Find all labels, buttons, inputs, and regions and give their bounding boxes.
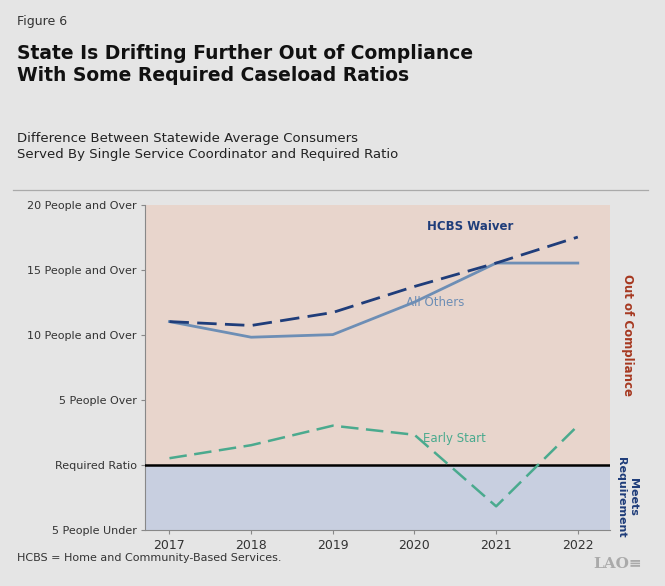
Text: HCBS = Home and Community-Based Services.: HCBS = Home and Community-Based Services… bbox=[17, 553, 281, 563]
Text: Difference Between Statewide Average Consumers
Served By Single Service Coordina: Difference Between Statewide Average Con… bbox=[17, 132, 398, 161]
Text: LAO≡: LAO≡ bbox=[593, 557, 642, 571]
Text: State Is Drifting Further Out of Compliance
With Some Required Caseload Ratios: State Is Drifting Further Out of Complia… bbox=[17, 44, 473, 85]
Text: Figure 6: Figure 6 bbox=[17, 15, 66, 28]
Text: All Others: All Others bbox=[406, 295, 465, 309]
Text: Early Start: Early Start bbox=[423, 432, 485, 445]
Text: Out of Compliance: Out of Compliance bbox=[620, 274, 634, 396]
Bar bbox=[145, 465, 610, 530]
Text: HCBS Waiver: HCBS Waiver bbox=[427, 220, 513, 233]
Text: Meets
Requirement: Meets Requirement bbox=[616, 457, 638, 537]
Bar bbox=[145, 205, 610, 465]
